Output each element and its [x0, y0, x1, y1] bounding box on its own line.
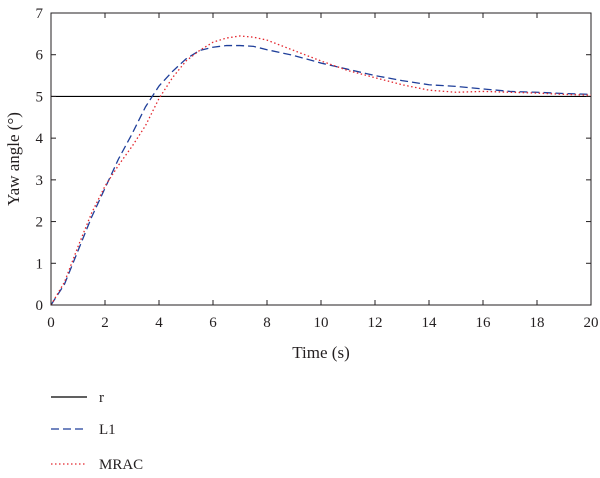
series-line-l1 [50, 44, 592, 306]
y-axis-title: Yaw angle (°) [4, 112, 23, 206]
x-axis-title: Time (s) [292, 343, 349, 362]
x-tick-label: 0 [47, 315, 55, 331]
y-tick-label: 6 [36, 48, 44, 64]
legend-label-mrac: MRAC [99, 457, 143, 473]
x-tick-label: 8 [263, 315, 271, 331]
y-axis-ticks: 0 1 2 3 4 5 6 7 [36, 6, 591, 314]
x-tick-label: 16 [476, 315, 492, 331]
y-tick-label: 1 [36, 256, 44, 272]
legend-label-r: r [99, 390, 104, 406]
x-tick-label: 6 [209, 315, 217, 331]
x-axis-ticks: 0 2 4 6 8 10 12 14 16 18 20 [47, 13, 599, 331]
series-line-mrac [50, 35, 592, 306]
y-tick-label: 2 [36, 215, 44, 231]
y-tick-label: 0 [36, 298, 44, 314]
series-layer [50, 35, 592, 306]
x-tick-label: 20 [584, 315, 599, 331]
x-tick-label: 10 [314, 315, 329, 331]
x-tick-label: 12 [368, 315, 383, 331]
x-tick-label: 14 [422, 315, 438, 331]
x-tick-label: 18 [530, 315, 545, 331]
x-tick-label: 2 [101, 315, 109, 331]
y-tick-label: 4 [36, 131, 44, 147]
y-tick-label: 7 [36, 6, 44, 22]
y-tick-label: 5 [36, 89, 44, 105]
y-tick-label: 3 [36, 173, 44, 189]
plot-frame [50, 12, 592, 306]
x-tick-label: 4 [155, 315, 163, 331]
legend-label-l1: L1 [99, 422, 116, 438]
legend: r L1 MRAC [51, 390, 143, 473]
